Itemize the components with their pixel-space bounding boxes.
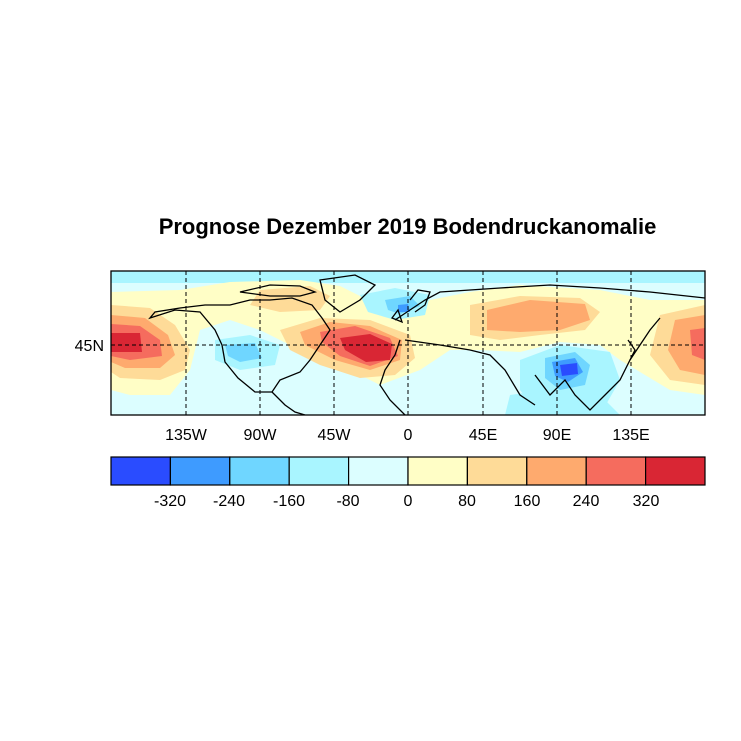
lon-label: 90E [543,427,571,444]
colorbar-swatch [348,456,409,486]
lon-label: 45E [469,427,497,444]
coastlines [148,274,705,415]
colorbar-label: 0 [404,493,413,510]
colorbar-swatch [644,456,706,486]
chart-title: Prognose Dezember 2019 Bodendruckanomali… [158,214,657,239]
colorbar [110,456,706,486]
colorbar-label: 320 [633,493,660,510]
colorbar-label: 160 [514,493,541,510]
colorbar-swatch [288,456,350,486]
colorbar-swatch [169,456,231,486]
lon-label: 0 [404,427,413,444]
colorbar-labels: -320 -240 -160 -80 0 80 160 240 320 [154,493,659,510]
lon-label: 135W [165,427,208,444]
lat-label-45n: 45N [75,338,104,355]
gridlines [111,271,705,415]
colorbar-swatch [585,456,647,486]
lon-label: 45W [318,427,352,444]
colorbar-label: 240 [573,493,600,510]
colorbar-label: 80 [458,493,476,510]
lon-label: 90W [244,427,278,444]
colorbar-label: -320 [154,493,186,510]
colorbar-label: -160 [273,493,305,510]
colorbar-swatch [110,456,172,486]
colorbar-swatch [526,456,587,486]
colorbar-label: -240 [213,493,245,510]
colorbar-swatch [466,456,528,486]
colorbar-swatch [229,456,290,486]
map-frame [110,270,706,416]
colorbar-swatch [407,456,469,486]
lon-label: 135E [612,427,649,444]
lon-labels: 135W 90W 45W 0 45E 90E 135E [165,427,650,444]
colorbar-label: -80 [336,493,359,510]
